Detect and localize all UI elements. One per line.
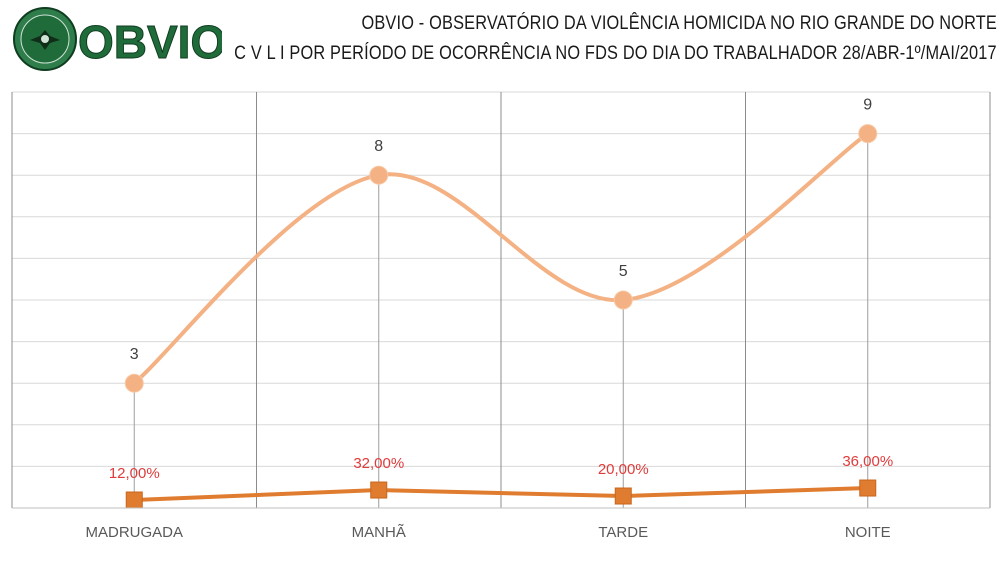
x-tick-label: MADRUGADA	[85, 524, 183, 541]
count-data-label: 8	[374, 138, 383, 155]
label-layer: 3 8 5 9 12,00% 32,00% 20,00% 36,00%	[109, 97, 893, 482]
series-layer	[124, 124, 878, 509]
logo-seal-dot	[41, 35, 49, 43]
percent-data-label: 36,00%	[842, 453, 893, 470]
chart-subtitle: C V L I POR PERÍODO DE OCORRÊNCIA NO FDS…	[234, 43, 997, 64]
chart-header: OBVIO OBVIO - OBSERVATÓRIO DA VIOLÊNCIA …	[0, 0, 1005, 78]
percent-data-label: 32,00%	[353, 455, 404, 472]
percent-series-line	[134, 486, 868, 503]
percent-series-point	[370, 481, 388, 499]
count-data-label: 9	[863, 97, 872, 114]
axis-layer: MADRUGADA MANHÃ TARDE NOITE	[12, 507, 990, 541]
count-data-label: 3	[130, 346, 139, 363]
percent-series-point	[125, 491, 143, 509]
count-series-point	[613, 290, 633, 310]
logo-wordmark: OBVIO	[78, 16, 222, 68]
x-tick-label: TARDE	[598, 524, 648, 541]
count-series-point	[124, 373, 144, 393]
count-series-point	[369, 165, 389, 185]
count-series-line	[132, 131, 870, 386]
count-data-label: 5	[619, 263, 628, 280]
percent-data-label: 20,00%	[598, 461, 649, 478]
obvio-logo-graphic: OBVIO	[13, 7, 227, 71]
percent-series-point	[614, 487, 632, 505]
obvio-logo: OBVIO	[12, 6, 227, 72]
percent-data-label: 12,00%	[109, 465, 160, 482]
count-series-point	[858, 124, 878, 144]
x-tick-label: MANHÃ	[352, 524, 406, 541]
chart-title: OBVIO - OBSERVATÓRIO DA VIOLÊNCIA HOMICI…	[361, 13, 997, 34]
x-tick-label: NOITE	[845, 524, 891, 541]
percent-series-point	[859, 479, 877, 497]
